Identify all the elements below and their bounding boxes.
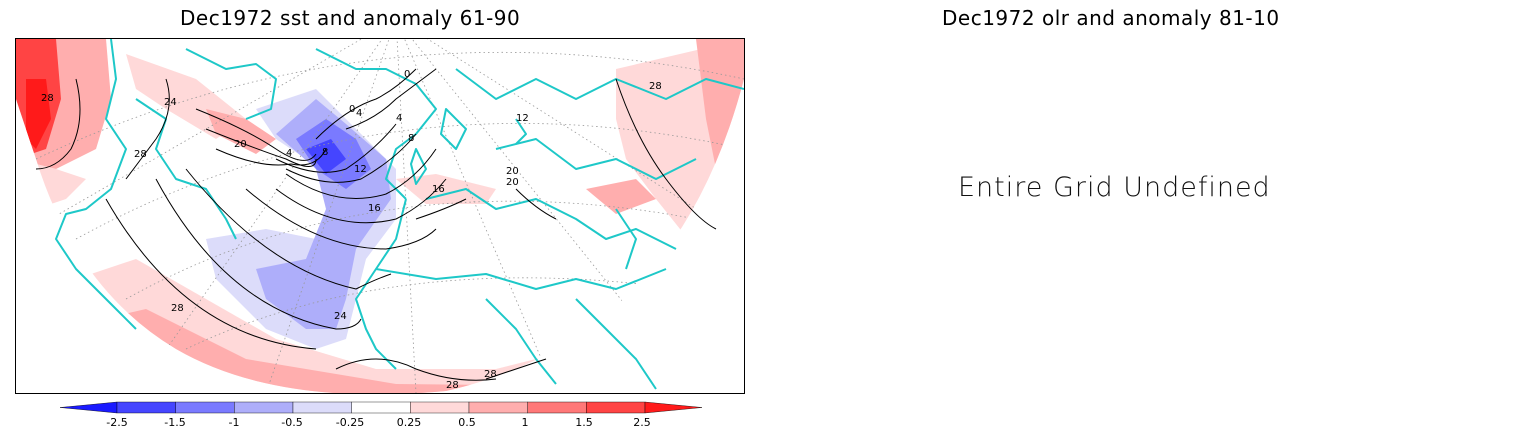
contour-label: 28 bbox=[484, 369, 497, 380]
weak-positive-anomaly-region bbox=[396, 174, 496, 204]
contour-label: 16 bbox=[368, 203, 381, 214]
colorbar-box bbox=[527, 401, 587, 414]
contour-label: 20 bbox=[506, 166, 519, 177]
colorbar-box bbox=[234, 401, 294, 414]
colorbar-box bbox=[116, 401, 176, 414]
contour-label: 28 bbox=[41, 93, 54, 104]
contour-label: 8 bbox=[322, 147, 328, 158]
colorbar-box bbox=[292, 401, 352, 414]
colorbar-box bbox=[410, 401, 470, 414]
contour-label: 16 bbox=[432, 184, 445, 195]
contour-label: 4 bbox=[286, 148, 292, 159]
sst-contours bbox=[35, 68, 717, 381]
contour-label: 0 bbox=[404, 69, 410, 80]
colorbar-label: -0.25 bbox=[336, 416, 364, 428]
colorbar: -2.5 -1.5 -1 -0.5 -0.25 0.25 0.5 1 1.5 2… bbox=[59, 398, 703, 429]
colorbar-box bbox=[468, 401, 528, 414]
colorbar-label: 1 bbox=[522, 416, 529, 428]
contour-label: 28 bbox=[446, 380, 459, 391]
colorbar-label: -2.5 bbox=[106, 416, 127, 428]
colorbar-labels: -2.5 -1.5 -1 -0.5 -0.25 0.25 0.5 1 1.5 2… bbox=[106, 416, 651, 429]
contour-label: 24 bbox=[164, 97, 177, 108]
contour-labels: 28 24 28 20 4 0 4 8 12 16 20 24 28 28 28… bbox=[41, 69, 662, 391]
colorbar-label: 0.25 bbox=[397, 416, 422, 428]
colorbar-box bbox=[175, 401, 235, 414]
contour-label: 24 bbox=[334, 311, 347, 322]
colorbar-label: -1 bbox=[229, 416, 240, 428]
contour-label: 4 bbox=[396, 113, 402, 124]
strongest-negative-anomaly-region bbox=[306, 139, 346, 174]
strongest-positive-anomaly-region bbox=[26, 79, 51, 149]
contour-label: 12 bbox=[516, 113, 529, 124]
contour-label: 20 bbox=[506, 177, 519, 188]
undefined-grid-message: Entire Grid Undefined bbox=[958, 172, 1271, 203]
contour-label: 28 bbox=[171, 303, 184, 314]
positive-anomaly-region bbox=[586, 179, 656, 214]
contour-label: 20 bbox=[234, 139, 247, 150]
contour-label: 28 bbox=[649, 81, 662, 92]
colorbar-label: -0.5 bbox=[281, 416, 302, 428]
left-panel-title: Dec1972 sst and anomaly 61-90 bbox=[180, 6, 521, 30]
colorbar-label: 1.5 bbox=[575, 416, 593, 428]
colorbar-label: 0.5 bbox=[458, 416, 476, 428]
colorbar-box bbox=[59, 401, 118, 414]
contour-label: 12 bbox=[354, 164, 367, 175]
colorbar-boxes bbox=[59, 401, 703, 414]
contour-label: 8 bbox=[408, 133, 414, 144]
colorbar-label: 2.5 bbox=[633, 416, 651, 428]
colorbar-box bbox=[351, 401, 411, 414]
colorbar-label: -1.5 bbox=[164, 416, 185, 428]
colorbar-box bbox=[586, 401, 646, 414]
contour-label: 0 bbox=[349, 104, 355, 115]
contour-label: 28 bbox=[134, 149, 147, 160]
contour-label: 4 bbox=[356, 108, 362, 119]
sst-anomaly-map: 28 24 28 20 4 0 4 8 12 16 20 24 28 28 28… bbox=[15, 38, 745, 394]
right-panel-title: Dec1972 olr and anomaly 81-10 bbox=[942, 6, 1280, 30]
coastlines bbox=[55, 39, 744, 390]
colorbar-box bbox=[644, 401, 703, 414]
graticule bbox=[16, 39, 744, 393]
